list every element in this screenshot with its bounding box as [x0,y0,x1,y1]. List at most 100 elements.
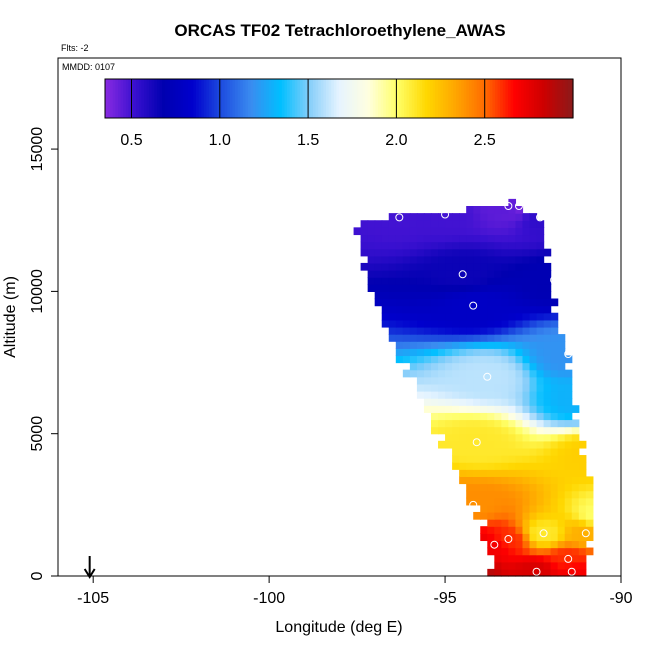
heatmap-cell [473,476,481,485]
heatmap-cell [452,341,460,349]
heatmap-cell [536,220,545,228]
heatmap-cell [536,284,545,292]
colorbar-segment [123,79,127,118]
heatmap-cell [494,305,502,314]
heatmap-cell [480,369,488,378]
heatmap-cell [508,568,517,577]
heatmap-cell [529,255,538,264]
heatmap-cell [367,220,376,228]
heatmap-cell [388,312,397,321]
heatmap-cell [402,262,411,271]
heatmap-cell [416,383,425,392]
heatmap-cell [416,376,425,385]
heatmap-cell [564,419,573,428]
heatmap-cell [438,255,446,264]
heatmap-cell [487,533,495,542]
heatmap-cell [557,334,566,342]
heatmap-cell [395,227,404,236]
heatmap-cell [550,511,559,520]
colorbar-segment [479,79,483,118]
heatmap-cell [487,341,495,349]
heatmap-cell [445,433,453,442]
heatmap-cell [536,476,545,485]
heatmap-cell [515,490,524,499]
heatmap-cell [536,241,545,250]
heatmap-cell [529,455,538,463]
heatmap-cell [388,270,397,278]
heatmap-cell [557,490,566,499]
heatmap-cell [402,270,411,278]
heatmap-cell [557,533,566,542]
heatmap-cell [550,348,559,357]
heatmap-cell [452,426,460,435]
heatmap-cell [550,419,559,428]
heatmap-cell [522,426,531,435]
heatmap-cell [402,234,411,243]
heatmap-cell [452,326,460,335]
heatmap-cell [423,241,432,250]
heatmap-cell [452,362,460,371]
heatmap-cell [536,433,545,442]
heatmap-cell [494,376,502,385]
heatmap-cell [459,383,467,392]
heatmap-cell [374,277,383,285]
heatmap-cell [494,234,502,243]
heatmap-cell [466,270,474,278]
heatmap-cell [529,227,538,236]
heatmap-cell [480,334,488,342]
colorbar-segment [289,79,293,118]
colorbar-segment [424,79,428,118]
heatmap-cell [459,391,467,399]
heatmap-cell [353,227,362,236]
heatmap-cell [536,504,545,513]
heatmap-cell [515,383,524,392]
heatmap-cell [480,462,488,470]
heatmap-cell [543,533,552,542]
heatmap-cell [494,547,502,556]
heatmap-cell [508,440,517,449]
heatmap-cell [543,483,552,492]
heatmap-cell [494,206,502,214]
heatmap-cell [564,440,573,449]
heatmap-cell [445,298,453,307]
colorbar-segment [136,79,140,118]
heatmap-cell [487,419,495,428]
heatmap-cell [367,284,376,292]
colorbar-segment [331,79,335,118]
heatmap-cell [487,326,495,335]
heatmap-cell [409,291,418,300]
heatmap-cell [571,540,580,549]
heatmap-cell [501,504,509,513]
heatmap-cell [550,326,559,335]
heatmap-cell [416,270,425,278]
colorbar-segment [133,79,137,118]
heatmap-cell [480,234,488,243]
heatmap-cell [402,277,411,285]
heatmap-cell [578,561,587,570]
heatmap-cell [536,412,545,421]
heatmap-cell [423,319,432,328]
heatmap-cell [381,319,390,328]
heatmap-cell [529,433,538,442]
heatmap-cell [564,483,573,492]
colorbar-segment [391,79,395,118]
heatmap-cell [487,504,495,513]
heatmap-cell [423,405,432,413]
heatmap-cell [466,319,474,328]
heatmap-cell [557,519,566,527]
heatmap-cell [423,362,432,371]
heatmap-cell [536,511,545,520]
heatmap-cell [438,405,446,413]
heatmap-cell [409,234,418,243]
heatmap-cell [459,398,467,406]
heatmap-cell [494,504,502,513]
heatmap-cell [515,284,524,292]
colorbar-segment [206,79,210,118]
colorbar-tick-label: 0.5 [120,132,142,149]
heatmap-cell [445,213,453,221]
heatmap-cell [459,319,467,328]
heatmap-cell [515,262,524,271]
heatmap-layer [353,198,594,577]
y-tick-label: 10000 [29,269,46,314]
heatmap-cell [430,270,439,278]
